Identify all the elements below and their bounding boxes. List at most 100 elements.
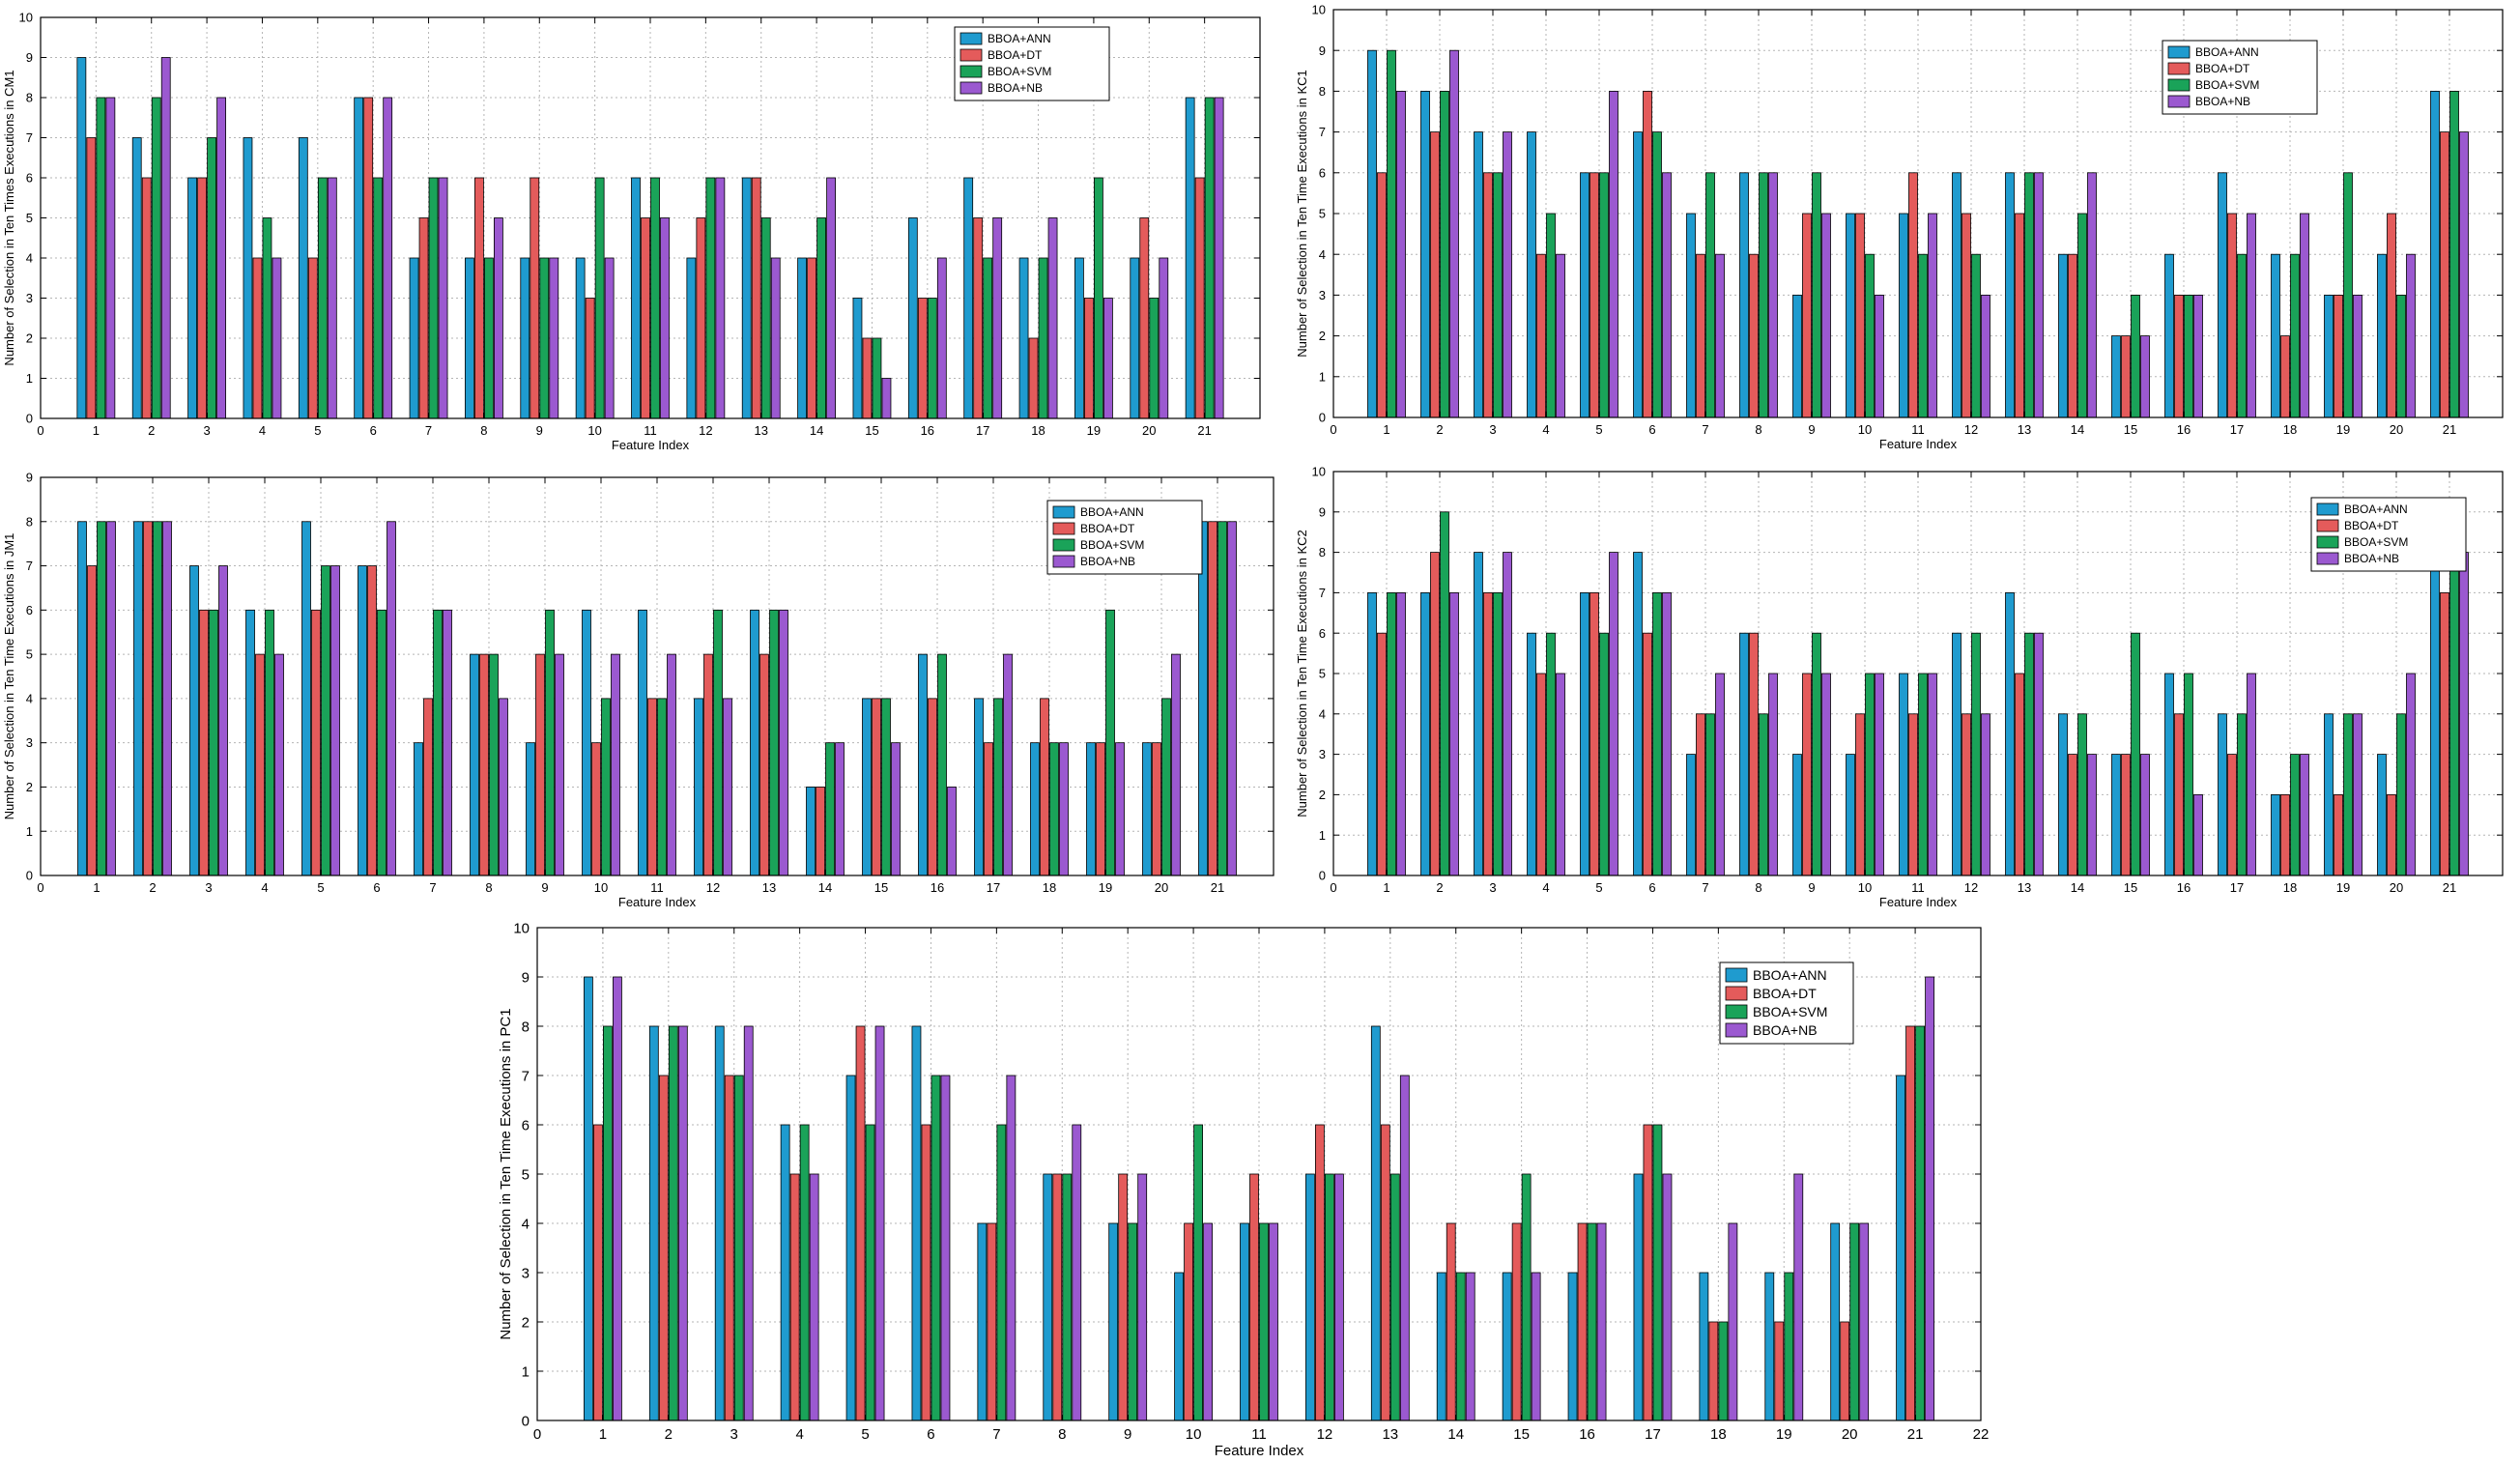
bar-bboa-svm-1 — [97, 521, 106, 876]
y-tick-label: 7 — [1319, 586, 1326, 600]
legend-entry: BBOA+NB — [1753, 1022, 1818, 1038]
bar-bboa-dt-14 — [2068, 754, 2077, 876]
bar-bboa-dt-16 — [917, 298, 928, 419]
bar-bboa-ann-7 — [409, 257, 419, 419]
x-tick-label: 6 — [1648, 422, 1655, 437]
bar-bboa-ann-21 — [1198, 521, 1208, 876]
bar-bboa-nb-8 — [499, 698, 508, 876]
bar-bboa-nb-18 — [2300, 754, 2309, 876]
bar-bboa-ann-18 — [2271, 253, 2280, 418]
bar-bboa-svm-11 — [1918, 253, 1928, 418]
y-tick-label: 3 — [522, 1265, 530, 1281]
legend-swatch — [2167, 45, 2191, 59]
bar-bboa-dt-5 — [311, 609, 321, 876]
bar-bboa-dt-4 — [1536, 253, 1546, 418]
bar-bboa-svm-9 — [1812, 632, 1821, 876]
bar-bboa-svm-18 — [2290, 253, 2300, 418]
y-tick-label: 2 — [26, 331, 33, 346]
bar-bboa-ann-10 — [1846, 754, 1855, 876]
x-tick-label: 15 — [2124, 880, 2137, 895]
x-tick-label: 19 — [1087, 423, 1101, 438]
bar-bboa-ann-8 — [465, 257, 474, 419]
bar-bboa-ann-12 — [1952, 632, 1962, 876]
bar-bboa-svm-11 — [1259, 1222, 1269, 1421]
bar-bboa-svm-13 — [769, 609, 779, 876]
bar-bboa-nb-17 — [2247, 673, 2256, 876]
bar-bboa-nb-15 — [881, 378, 892, 419]
bar-bboa-ann-14 — [797, 257, 807, 419]
bar-bboa-ann-6 — [358, 565, 367, 876]
bar-bboa-nb-12 — [1981, 294, 1990, 418]
x-tick-label: 10 — [1186, 1426, 1202, 1443]
y-tick-label: 5 — [26, 211, 33, 225]
bar-bboa-svm-17 — [2237, 253, 2247, 418]
bar-bboa-ann-1 — [1367, 49, 1377, 418]
x-tick-label: 6 — [373, 880, 380, 895]
x-tick-label: 9 — [1808, 880, 1815, 895]
x-axis-label: Feature Index — [1879, 437, 1958, 451]
bar-bboa-dt-11 — [1249, 1173, 1259, 1421]
y-tick-label: 10 — [513, 920, 530, 936]
x-tick-label: 20 — [2390, 880, 2403, 895]
legend-entry: BBOA+SVM — [1753, 1004, 1827, 1019]
bar-bboa-nb-6 — [383, 97, 393, 419]
bar-bboa-dt-4 — [252, 257, 263, 419]
x-tick-label: 14 — [1447, 1426, 1464, 1443]
x-tick-label: 12 — [1317, 1426, 1333, 1443]
bar-bboa-ann-11 — [631, 177, 641, 419]
bar-bboa-dt-19 — [1096, 742, 1105, 876]
x-tick-label: 1 — [1383, 422, 1389, 437]
bar-bboa-nb-15 — [2140, 335, 2150, 418]
bar-bboa-ann-6 — [354, 97, 364, 419]
bar-bboa-nb-12 — [1334, 1173, 1344, 1421]
y-tick-label: 3 — [1319, 288, 1326, 302]
bar-bboa-svm-19 — [1784, 1272, 1794, 1421]
bar-bboa-dt-11 — [1908, 172, 1918, 418]
x-axis-label: Feature Index — [1215, 1443, 1304, 1459]
bar-bboa-ann-4 — [1527, 131, 1536, 418]
bar-bboa-svm-14 — [816, 217, 826, 419]
bar-bboa-ann-21 — [2430, 91, 2440, 418]
bar-bboa-nb-21 — [1227, 521, 1237, 876]
bar-bboa-nb-13 — [2034, 632, 2044, 876]
legend-entry: BBOA+NB — [988, 81, 1043, 95]
bar-bboa-svm-20 — [1161, 698, 1171, 876]
bar-bboa-nb-9 — [1821, 213, 1831, 418]
x-tick-label: 17 — [1645, 1426, 1661, 1443]
bar-bboa-svm-9 — [545, 609, 555, 876]
x-tick-label: 7 — [429, 880, 436, 895]
x-tick-label: 9 — [541, 880, 548, 895]
x-tick-label: 4 — [1542, 880, 1549, 895]
x-tick-label: 2 — [149, 880, 156, 895]
x-tick-label: 11 — [1911, 880, 1925, 895]
y-tick-label: 2 — [522, 1314, 530, 1331]
y-axis-label: Number of Selection in Ten Time Executio… — [1295, 530, 1309, 817]
bar-bboa-dt-5 — [1589, 592, 1599, 876]
bar-bboa-nb-21 — [1214, 97, 1224, 419]
bar-bboa-nb-16 — [947, 787, 957, 876]
x-tick-label: 7 — [425, 423, 432, 438]
bar-bboa-svm-6 — [373, 177, 384, 419]
bar-bboa-dt-10 — [1855, 213, 1865, 418]
bar-bboa-nb-2 — [1449, 592, 1459, 876]
bar-bboa-nb-4 — [274, 653, 284, 876]
bar-bboa-dt-13 — [759, 653, 769, 876]
x-tick-label: 22 — [1973, 1426, 1990, 1443]
bar-bboa-ann-3 — [1474, 552, 1483, 876]
legend-swatch — [2316, 502, 2339, 516]
bar-bboa-svm-15 — [2131, 632, 2140, 876]
bar-bboa-svm-1 — [603, 1025, 613, 1421]
bar-bboa-dt-5 — [855, 1025, 866, 1421]
bar-bboa-dt-17 — [984, 742, 993, 876]
bar-bboa-ann-6 — [911, 1025, 922, 1421]
x-tick-label: 16 — [2177, 422, 2191, 437]
bar-bboa-dt-20 — [1840, 1321, 1850, 1421]
bar-bboa-ann-17 — [1633, 1173, 1644, 1421]
bar-bboa-dt-4 — [1536, 673, 1546, 876]
y-tick-label: 9 — [1319, 504, 1326, 519]
bar-bboa-dt-21 — [1194, 177, 1205, 419]
bar-bboa-dt-7 — [418, 217, 429, 419]
bar-bboa-svm-12 — [1325, 1173, 1334, 1421]
